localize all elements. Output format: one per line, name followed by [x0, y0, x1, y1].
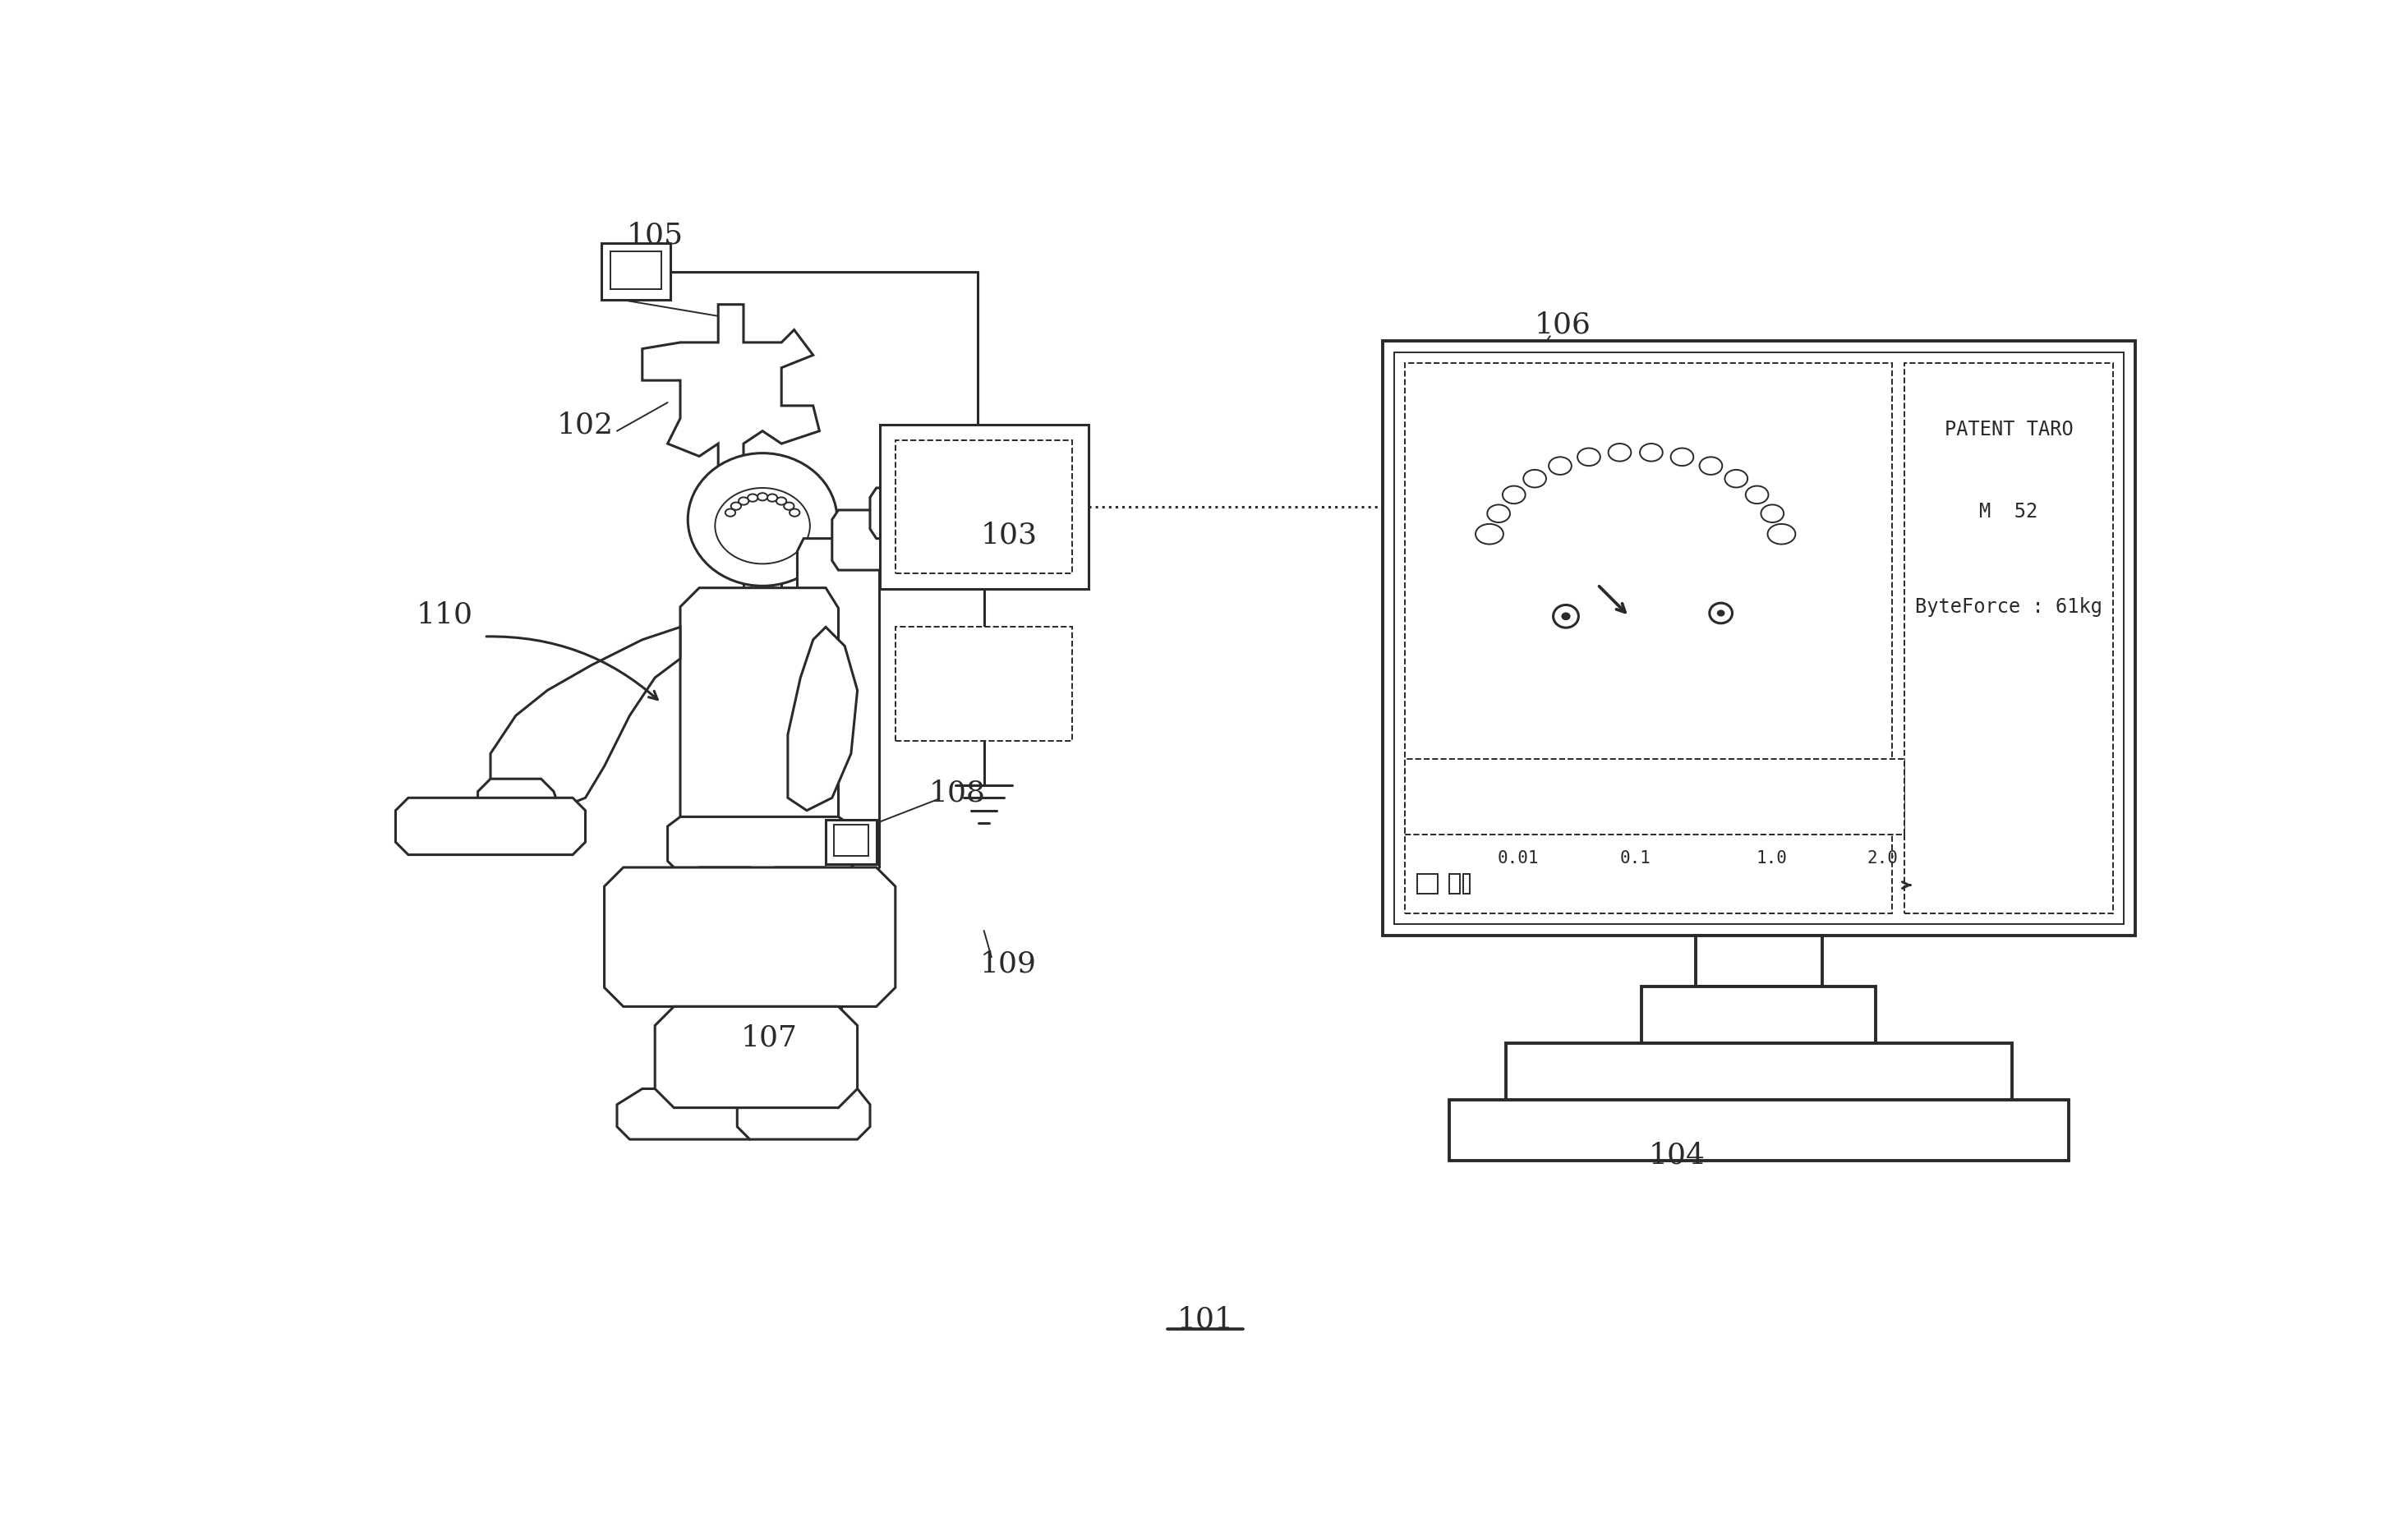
Ellipse shape — [732, 502, 742, 510]
Ellipse shape — [1700, 458, 1722, 475]
Ellipse shape — [1476, 524, 1503, 544]
Ellipse shape — [689, 453, 838, 585]
Polygon shape — [797, 539, 879, 886]
Ellipse shape — [1553, 605, 1580, 628]
Text: 107: 107 — [742, 1025, 797, 1052]
Text: 109: 109 — [980, 949, 1035, 977]
Text: M  52: M 52 — [1979, 502, 2037, 522]
Polygon shape — [616, 1089, 763, 1140]
Text: 103: 103 — [980, 521, 1038, 550]
Ellipse shape — [1488, 505, 1510, 522]
Text: 101: 101 — [1178, 1306, 1233, 1333]
Ellipse shape — [1760, 505, 1784, 522]
Bar — [1404, 364, 1893, 914]
Ellipse shape — [1717, 611, 1724, 616]
Ellipse shape — [1609, 444, 1630, 461]
Ellipse shape — [1746, 485, 1767, 504]
Text: 108: 108 — [929, 779, 985, 806]
Polygon shape — [395, 797, 585, 854]
Bar — [1505, 1043, 2013, 1100]
Ellipse shape — [725, 508, 734, 516]
Polygon shape — [763, 868, 845, 1095]
Ellipse shape — [785, 502, 795, 510]
Text: 104: 104 — [1647, 1141, 1705, 1169]
Polygon shape — [477, 779, 561, 823]
Bar — [826, 820, 877, 865]
Ellipse shape — [790, 508, 799, 516]
Bar — [1394, 353, 2124, 925]
Bar — [1450, 1100, 2068, 1160]
Bar — [1382, 341, 2136, 935]
Polygon shape — [667, 817, 857, 874]
Text: 1.0: 1.0 — [1755, 851, 1787, 866]
Bar — [602, 243, 672, 300]
Text: PATENT TARO: PATENT TARO — [1943, 419, 2073, 439]
Polygon shape — [787, 627, 857, 811]
Ellipse shape — [1563, 613, 1570, 619]
Ellipse shape — [739, 498, 749, 505]
Bar — [879, 424, 1088, 590]
Ellipse shape — [768, 495, 778, 502]
Bar — [1464, 874, 1469, 894]
Ellipse shape — [1640, 444, 1662, 461]
Text: 105: 105 — [626, 221, 684, 249]
Polygon shape — [869, 488, 915, 539]
Bar — [896, 441, 1072, 573]
Polygon shape — [491, 627, 679, 811]
Polygon shape — [655, 1006, 857, 1107]
Bar — [1642, 986, 1876, 1043]
Bar — [612, 252, 662, 289]
Ellipse shape — [775, 498, 787, 505]
Bar — [833, 825, 869, 856]
Ellipse shape — [1671, 449, 1693, 465]
Ellipse shape — [1724, 470, 1748, 487]
Text: 2.0: 2.0 — [1866, 851, 1898, 866]
Text: 0.01: 0.01 — [1498, 851, 1539, 866]
Polygon shape — [737, 1089, 869, 1140]
Bar — [1404, 759, 1905, 834]
Bar — [1695, 935, 1823, 986]
Text: 110: 110 — [417, 601, 474, 628]
Polygon shape — [604, 868, 896, 1006]
Text: 102: 102 — [556, 410, 614, 439]
Bar — [1905, 364, 2114, 914]
Ellipse shape — [1710, 604, 1731, 624]
FancyArrowPatch shape — [486, 636, 657, 699]
Bar — [1418, 874, 1438, 894]
Polygon shape — [643, 304, 819, 482]
Text: ByteForce : 61kg: ByteForce : 61kg — [1914, 598, 2102, 616]
Polygon shape — [674, 868, 768, 1095]
Ellipse shape — [1503, 485, 1524, 504]
Ellipse shape — [1524, 470, 1546, 487]
Ellipse shape — [759, 493, 768, 501]
Ellipse shape — [1577, 449, 1601, 465]
Text: 106: 106 — [1534, 310, 1592, 339]
Bar — [896, 627, 1072, 740]
Ellipse shape — [746, 495, 759, 502]
Polygon shape — [833, 510, 889, 570]
Polygon shape — [679, 588, 838, 868]
Bar — [1450, 874, 1459, 894]
Text: 0.1: 0.1 — [1621, 851, 1652, 866]
Ellipse shape — [1548, 458, 1572, 475]
Ellipse shape — [1767, 524, 1796, 544]
Ellipse shape — [715, 488, 809, 564]
